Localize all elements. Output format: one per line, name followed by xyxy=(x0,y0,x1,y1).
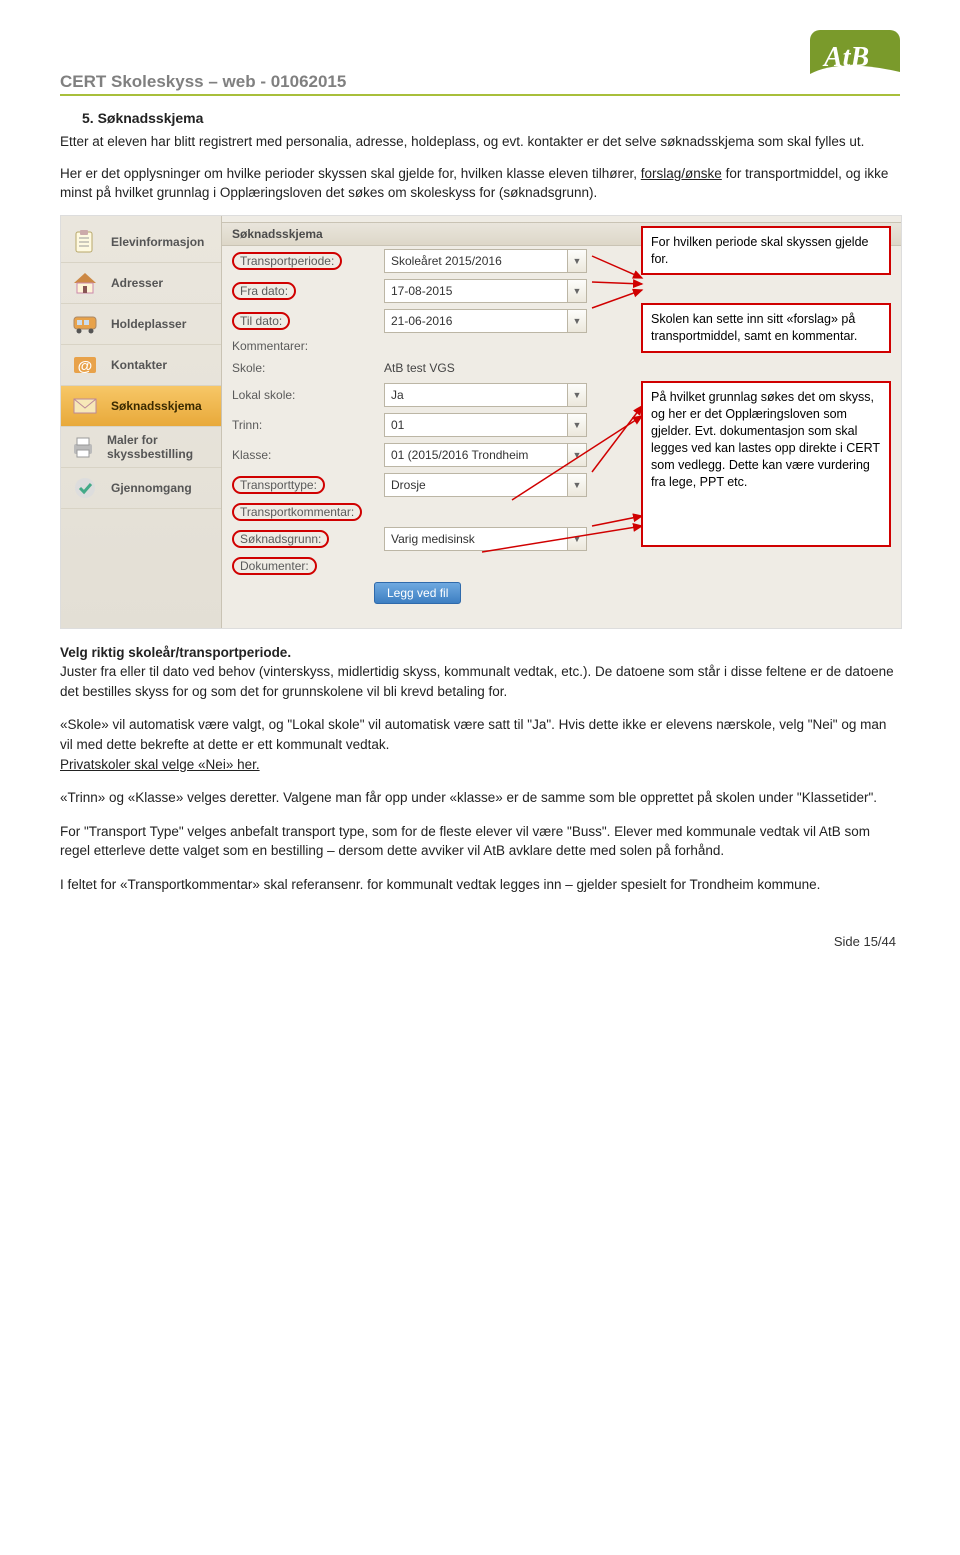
sidebar-item-6[interactable]: Gjennomgang xyxy=(61,468,221,509)
form-input[interactable]: 21-06-2016 xyxy=(384,309,568,333)
form-label: Transporttype: xyxy=(232,476,380,494)
b2u: Privatskoler skal velge «Nei» her. xyxy=(60,757,260,772)
sidebar-item-4[interactable]: Søknadsskjema xyxy=(61,386,221,427)
form-label: Transportkommentar: xyxy=(232,503,380,521)
sidebar-item-5[interactable]: Maler for skyssbestilling xyxy=(61,427,221,468)
sidebar-label: Søknadsskjema xyxy=(111,399,202,413)
form-value: AtB test VGS xyxy=(384,359,455,377)
sidebar-label: Kontakter xyxy=(111,358,167,372)
sidebar-item-2[interactable]: Holdeplasser xyxy=(61,304,221,345)
callout-grounds: På hvilket grunnlag søkes det om skyss, … xyxy=(641,381,891,547)
intro-p2: Her er det opplysninger om hvilke period… xyxy=(60,164,900,203)
house-icon xyxy=(69,269,101,297)
form-label: Dokumenter: xyxy=(232,557,380,575)
chevron-down-icon[interactable]: ▼ xyxy=(568,527,587,551)
b1-bold: Velg riktig skoleår/transportperiode. xyxy=(60,645,291,660)
form-input[interactable]: Ja xyxy=(384,383,568,407)
clipboard-icon xyxy=(69,228,101,256)
form-label: Klasse: xyxy=(232,448,380,462)
form-label: Søknadsgrunn: xyxy=(232,530,380,548)
b3: «Trinn» og «Klasse» velges deretter. Val… xyxy=(60,788,900,808)
sidebar-item-1[interactable]: Adresser xyxy=(61,263,221,304)
page-footer: Side 15/44 xyxy=(60,934,900,949)
form-label: Kommentarer: xyxy=(232,339,380,353)
b4: For "Transport Type" velges anbefalt tra… xyxy=(60,822,900,861)
form-label: Til dato: xyxy=(232,312,380,330)
sidebar-item-0[interactable]: Elevinformasjon xyxy=(61,222,221,263)
bus-icon xyxy=(69,310,101,338)
form-input[interactable]: 01 (2015/2016 Trondheim xyxy=(384,443,568,467)
form-label: Fra dato: xyxy=(232,282,380,300)
sidebar-item-3[interactable]: @ Kontakter xyxy=(61,345,221,386)
chevron-down-icon[interactable]: ▼ xyxy=(568,443,587,467)
at-icon: @ xyxy=(69,351,101,379)
chevron-down-icon[interactable]: ▼ xyxy=(568,279,587,303)
chevron-down-icon[interactable]: ▼ xyxy=(568,473,587,497)
sidebar: Elevinformasjon Adresser Holdeplasser @ Kont… xyxy=(61,216,222,628)
b2: «Skole» vil automatisk være valgt, og "L… xyxy=(60,717,886,752)
section-heading: 5. Søknadsskjema xyxy=(82,110,900,126)
b1: Juster fra eller til dato ved behov (vin… xyxy=(60,664,894,699)
sidebar-label: Maler for skyssbestilling xyxy=(107,433,213,461)
sidebar-label: Elevinformasjon xyxy=(111,235,204,249)
sidebar-label: Adresser xyxy=(111,276,163,290)
form-input[interactable]: Drosje xyxy=(384,473,568,497)
body-paragraphs: Velg riktig skoleår/transportperiode. Ju… xyxy=(60,643,900,895)
form-label: Transportperiode: xyxy=(232,252,380,270)
svg-text:AtB: AtB xyxy=(822,42,869,73)
svg-text:@: @ xyxy=(78,358,93,375)
callout-period: For hvilken periode skal skyssen gjelde … xyxy=(641,226,891,276)
callouts: For hvilken periode skal skyssen gjelde … xyxy=(641,226,891,548)
form-label: Trinn: xyxy=(232,418,380,432)
intro-p2a: Her er det opplysninger om hvilke period… xyxy=(60,166,641,181)
form-label: Skole: xyxy=(232,361,380,375)
form-row-11: Dokumenter: xyxy=(222,554,901,578)
sidebar-label: Gjennomgang xyxy=(111,481,192,495)
chevron-down-icon[interactable]: ▼ xyxy=(568,309,587,333)
chevron-down-icon[interactable]: ▼ xyxy=(568,249,587,273)
page-header: CERT Skoleskyss – web - 01062015 AtB xyxy=(60,30,900,96)
chevron-down-icon[interactable]: ▼ xyxy=(568,383,587,407)
doc-title: CERT Skoleskyss – web - 01062015 xyxy=(60,72,346,92)
form-input[interactable]: 17-08-2015 xyxy=(384,279,568,303)
b5: I feltet for «Transportkommentar» skal r… xyxy=(60,875,900,895)
intro-p1: Etter at eleven har blitt registrert med… xyxy=(60,132,900,152)
envelope-icon xyxy=(69,392,101,420)
printer-icon xyxy=(69,433,97,461)
form-label: Lokal skole: xyxy=(232,388,380,402)
upload-button[interactable]: Legg ved fil xyxy=(374,582,461,604)
form-input[interactable]: Skoleåret 2015/2016 xyxy=(384,249,568,273)
sidebar-label: Holdeplasser xyxy=(111,317,186,331)
form-input[interactable]: Varig medisinsk xyxy=(384,527,568,551)
form-input[interactable]: 01 xyxy=(384,413,568,437)
check-icon xyxy=(69,474,101,502)
form-area: Søknadsskjema Transportperiode:Skoleåret… xyxy=(222,216,901,628)
intro-p2u: forslag/ønske xyxy=(641,166,722,181)
screenshot: Elevinformasjon Adresser Holdeplasser @ Kont… xyxy=(60,215,902,629)
atb-logo: AtB xyxy=(810,30,900,92)
chevron-down-icon[interactable]: ▼ xyxy=(568,413,587,437)
callout-transport: Skolen kan sette inn sitt «forslag» på t… xyxy=(641,303,891,353)
